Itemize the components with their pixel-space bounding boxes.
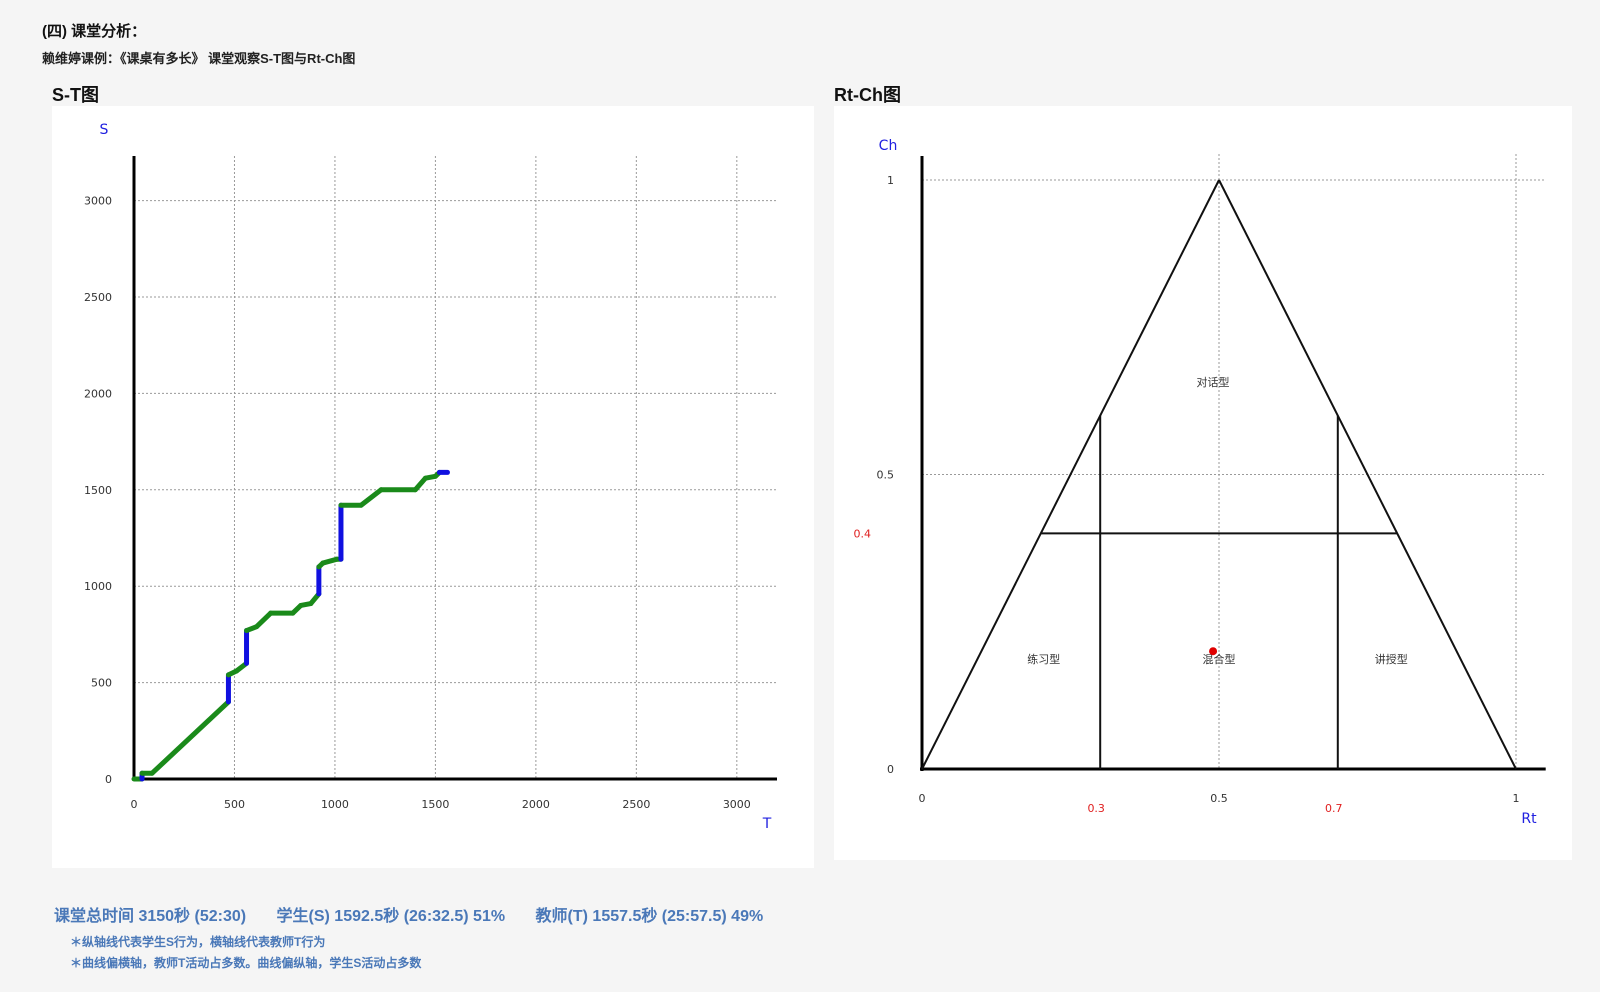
rc-y-tick-label: 0.5	[877, 469, 895, 482]
st-y-tick-label: 3000	[84, 195, 112, 208]
rc-region-label: 讲授型	[1375, 652, 1408, 666]
st-x-tick-label: 0	[131, 798, 138, 811]
stats-teacher: 教师(T) 1557.5秒 (25:57.5) 49%	[535, 908, 764, 925]
st-y-tick-label: 1000	[84, 580, 112, 593]
stats-line: 课堂总时间 3150秒 (52:30) 学生(S) 1592.5秒 (26:32…	[54, 902, 789, 926]
stats-total-time: 课堂总时间 3150秒 (52:30)	[54, 908, 247, 925]
rtch-chart-title: Rt-Ch图	[834, 85, 901, 105]
rc-region-label: 练习型	[1027, 652, 1060, 666]
st-teacher-segment	[254, 610, 274, 630]
st-teacher-segment	[358, 487, 384, 508]
page-subtitle: 赖维婷课例：《课桌有多长》 课堂观察S-T图与Rt-Ch图	[42, 51, 356, 66]
rc-x-tick-label: 0	[919, 792, 926, 805]
rc-boundary-x-label: 0.3	[1087, 802, 1105, 815]
st-y-tick-label: 2500	[84, 291, 112, 304]
rc-region-label: 混合型	[1203, 652, 1236, 666]
st-teacher-segment	[149, 699, 231, 776]
st-x-axis-label: T	[762, 816, 772, 832]
rc-boundary-x-label: 0.7	[1325, 802, 1343, 815]
rtch-chart-panel: 0 0.5 1 0 0.5 1 0.3 0.7 0.4 Ch Rt 对话型练习型 混合型 讲授型	[834, 106, 1572, 860]
st-x-tick-label: 2000	[522, 798, 550, 811]
stats-student: 学生(S) 1592.5秒 (26:32.5) 51%	[276, 908, 506, 925]
st-y-axis-label: S	[100, 122, 109, 138]
section-title: (四) 课堂分析：	[42, 23, 147, 40]
st-teacher-segment	[412, 475, 428, 493]
st-y-tick-label: 500	[91, 677, 112, 690]
st-x-tick-label: 2500	[622, 798, 650, 811]
rc-data-point	[1209, 647, 1218, 656]
rc-y-axis-label: Ch	[879, 138, 898, 154]
st-x-tick-label: 1000	[321, 798, 349, 811]
note-axis-meaning: ＊纵轴线代表学生S行为，横轴线代表教师T行为	[70, 935, 326, 949]
st-x-tick-label: 1500	[421, 798, 449, 811]
rc-x-axis-label: Rt	[1521, 811, 1537, 827]
rc-y-tick-label: 1	[887, 174, 894, 187]
rc-triangle-right-edge	[1218, 179, 1517, 770]
rc-x-tick-label: 1	[1513, 792, 1520, 805]
st-y-tick-label: 2000	[84, 387, 112, 400]
st-x-tick-label: 3000	[723, 798, 751, 811]
st-y-tick-label: 1500	[84, 484, 112, 497]
rc-x-tick-label: 0.5	[1210, 792, 1228, 805]
rc-triangle-left-edge	[921, 179, 1220, 770]
note-curve-meaning: ＊曲线偏横轴，教师T活动占多数。曲线偏纵轴，学生S活动占多数	[70, 956, 422, 970]
st-chart-title: S-T图	[52, 85, 99, 105]
st-y-tick-label: 0	[105, 773, 112, 786]
st-chart-panel: 0 500 1000 1500 2000 2500 3000 0 500 1000 1500 2000…	[52, 106, 814, 868]
rc-boundary-y-label: 0.4	[854, 527, 872, 540]
st-x-tick-label: 500	[224, 798, 245, 811]
rc-y-tick-label: 0	[887, 763, 894, 776]
st-chart: 0 500 1000 1500 2000 2500 3000 0 500 1000 1500 2000…	[84, 122, 777, 832]
rc-region-label: 对话型	[1197, 375, 1230, 389]
